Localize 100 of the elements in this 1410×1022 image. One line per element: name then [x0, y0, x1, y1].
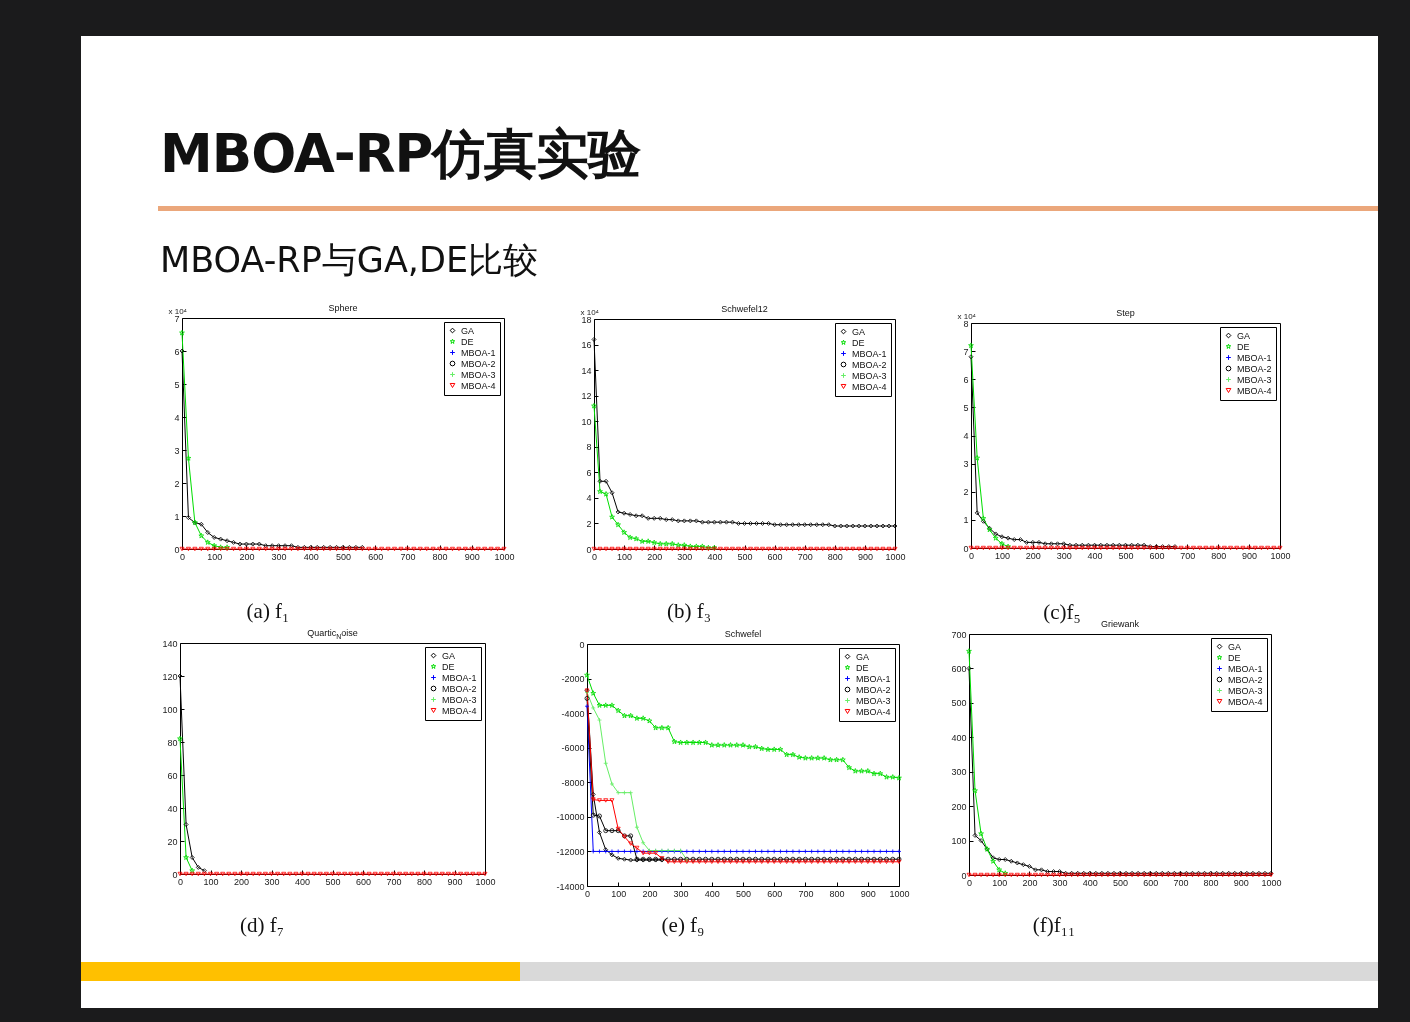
y-tick-label: -14000 [556, 881, 585, 892]
y-tick-label: 6 [586, 467, 592, 478]
y-axis-title: x 10⁴ [957, 311, 977, 321]
y-tick-label: 2 [963, 487, 969, 498]
legend-label: MBOA-2 [856, 684, 891, 695]
x-tick-label: 600 [1149, 550, 1165, 561]
x-tick-label: 100 [203, 876, 219, 887]
x-tick-label: 1000 [1270, 550, 1291, 561]
x-tick-label: 900 [857, 551, 873, 562]
y-tick-label: 400 [951, 732, 967, 743]
y-tick-label: 12 [581, 391, 592, 402]
y-tick-label: 80 [167, 737, 178, 748]
y-tick-label: 120 [162, 671, 178, 682]
legend-label: GA [856, 651, 870, 662]
x-tick-label: 800 [416, 876, 433, 887]
text: (a) f₁ [246, 599, 290, 623]
x-tick-label: 500 [735, 888, 752, 899]
y-tick-label: 100 [162, 704, 178, 715]
y-tick-label: 4 [963, 431, 969, 441]
y-tick-label: 4 [586, 493, 592, 504]
y-tick-label: 0 [963, 543, 969, 554]
legend-label: MBOA-3 [461, 369, 496, 380]
text: (f)f₁₁ [1032, 913, 1076, 937]
legend-label: GA [852, 326, 866, 337]
x-tick-label: 400 [704, 888, 720, 899]
y-tick-label: 18 [581, 314, 592, 325]
x-tick-label: 1000 [494, 551, 515, 562]
x-tick-label: 700 [797, 551, 813, 562]
x-tick-label: 600 [767, 888, 783, 899]
y-tick-label: -6000 [561, 743, 585, 754]
legend-label: MBOA-2 [442, 683, 477, 694]
x-tick-label: 100 [617, 551, 633, 562]
x-tick-label: 500 [1112, 877, 1129, 888]
x-tick-label: 200 [233, 876, 250, 887]
chart-title: Griewank [1100, 619, 1140, 629]
x-tick-label: 200 [642, 888, 658, 899]
legend-label: DE [461, 336, 474, 347]
text: (d) f₇ [239, 913, 285, 937]
y-tick-label: 600 [951, 663, 967, 674]
x-tick-label: 900 [1242, 550, 1258, 561]
x-tick-label: 300 [673, 888, 689, 899]
y-tick-label: 40 [167, 803, 178, 814]
legend-label: MBOA-4 [442, 705, 477, 716]
legend-label: GA [461, 325, 475, 336]
legend-label: MBOA-3 [856, 695, 891, 706]
y-axis-title: x 10⁴ [168, 306, 188, 316]
y-tick-label: 10 [581, 416, 592, 427]
x-tick-label: 200 [647, 551, 663, 562]
legend-label: GA [1237, 330, 1251, 341]
x-tick-label: 900 [1233, 877, 1249, 888]
y-tick-label: 2 [586, 518, 592, 529]
x-tick-label: 400 [294, 876, 311, 887]
x-tick-label: 700 [798, 888, 814, 899]
x-tick-label: 700 [1173, 877, 1189, 888]
legend-label: MBOA-4 [852, 381, 887, 392]
x-tick-label: 900 [860, 888, 876, 899]
y-tick-label: 3 [963, 459, 969, 470]
text: MBOA-RP与GA,DE比较 [160, 240, 539, 280]
x-tick-label: 700 [1180, 550, 1196, 561]
y-tick-label: -4000 [561, 708, 585, 719]
legend-label: MBOA-4 [1228, 696, 1263, 707]
legend-label: MBOA-1 [852, 348, 887, 359]
x-tick-label: 800 [432, 551, 448, 562]
y-axis-title: x 10⁴ [580, 307, 600, 317]
y-tick-label: 4 [174, 412, 180, 423]
x-tick-label: 1000 [475, 876, 496, 887]
x-tick-label: 100 [992, 877, 1008, 888]
legend-label: MBOA-2 [1237, 363, 1272, 374]
text: (e) f₉ [661, 913, 705, 937]
legend-label: MBOA-1 [1228, 663, 1263, 674]
x-tick-label: 300 [1052, 877, 1068, 888]
x-tick-label: 700 [400, 551, 416, 562]
y-tick-label: 500 [951, 698, 967, 709]
y-tick-label: 2 [174, 478, 180, 489]
legend-label: MBOA-3 [1228, 685, 1263, 696]
x-tick-label: 200 [1025, 550, 1041, 561]
y-tick-label: -2000 [561, 674, 585, 685]
y-tick-label: 3 [174, 445, 180, 456]
legend-label: DE [442, 661, 455, 672]
x-tick-label: 600 [767, 551, 783, 562]
legend-label: DE [1237, 341, 1250, 352]
x-tick-label: 300 [264, 876, 280, 887]
legend-label: DE [856, 662, 869, 673]
y-tick-label: 5 [174, 379, 180, 390]
y-tick-label: 6 [963, 374, 969, 385]
x-tick-label: 100 [207, 551, 223, 562]
x-tick-label: 400 [707, 551, 723, 562]
y-tick-label: 60 [167, 770, 178, 781]
x-tick-label: 1000 [1261, 877, 1282, 888]
x-tick-label: 400 [1087, 550, 1103, 561]
legend-label: MBOA-1 [461, 347, 496, 358]
y-tick-label: 7 [174, 313, 180, 324]
chart-title: Quartic$_{N}$oise [307, 628, 358, 642]
y-tick-label: 1 [963, 515, 969, 526]
x-tick-label: 100 [994, 550, 1010, 561]
y-tick-label: 5 [963, 402, 969, 413]
y-tick-label: -12000 [556, 846, 585, 857]
chart-title: Sphere [328, 303, 358, 313]
legend-label: MBOA-3 [852, 370, 887, 381]
x-tick-label: 400 [303, 551, 319, 562]
